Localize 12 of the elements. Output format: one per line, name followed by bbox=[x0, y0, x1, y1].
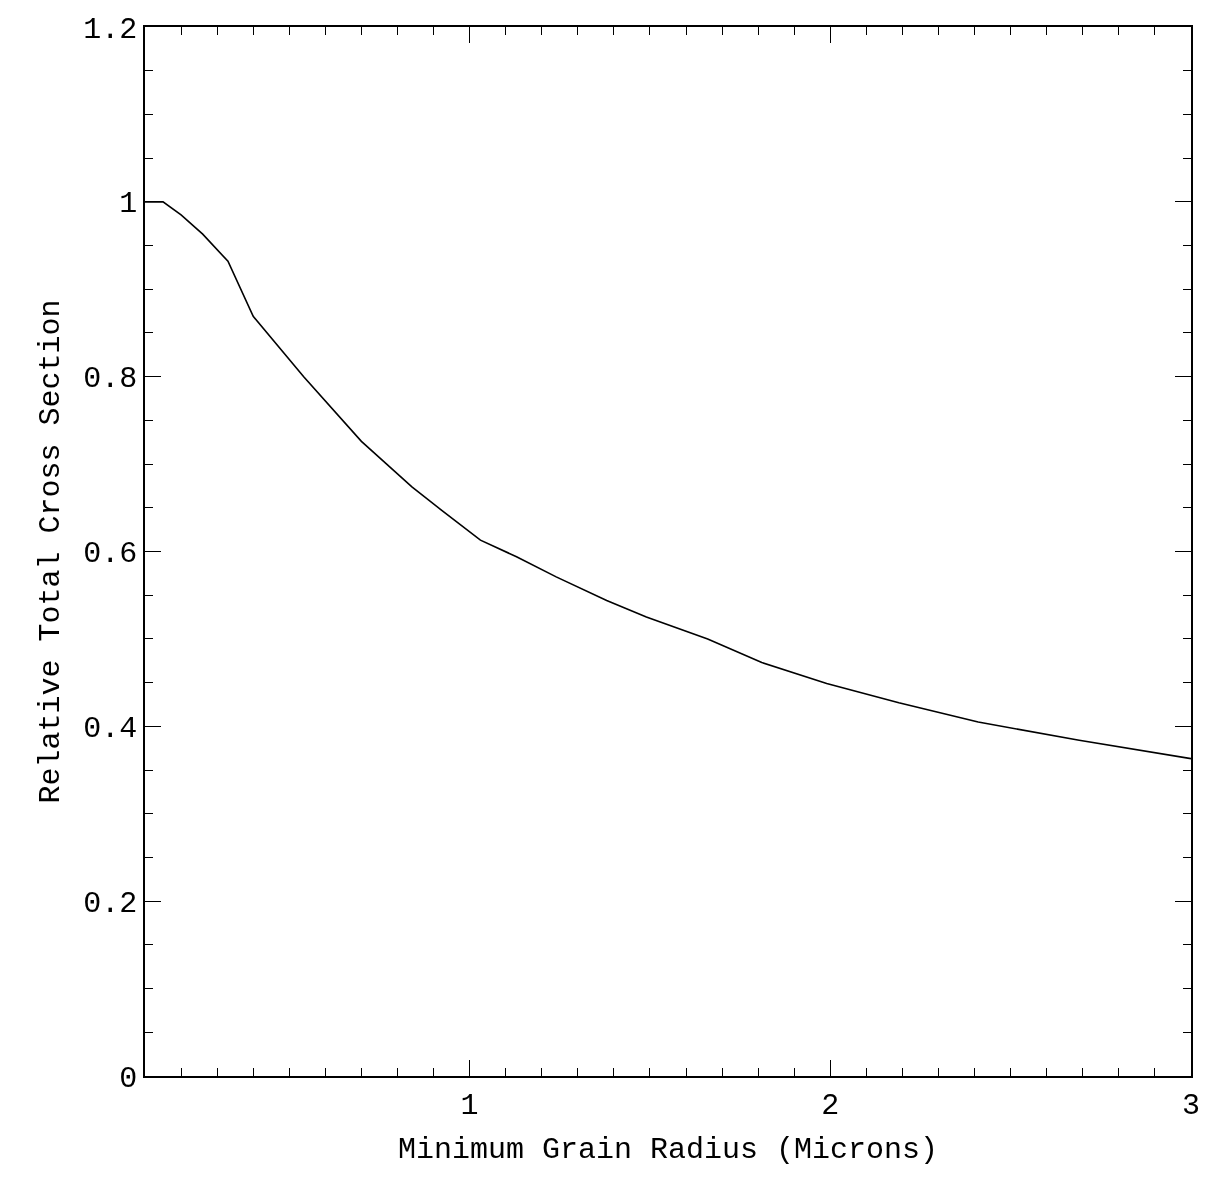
x-tick-label: 2 bbox=[821, 1088, 840, 1123]
x-tick-label: 1 bbox=[460, 1088, 479, 1123]
x-tick-label: 3 bbox=[1181, 1088, 1201, 1123]
x-axis-title: Minimum Grain Radius (Microns) bbox=[397, 1132, 939, 1167]
y-tick-label: 0.8 bbox=[83, 362, 138, 397]
y-tick-label: 0 bbox=[119, 1061, 138, 1096]
y-tick-label: 0.4 bbox=[83, 711, 138, 746]
y-axis-title: Relative Total Cross Section bbox=[33, 299, 68, 804]
y-tick-label: 1.2 bbox=[83, 12, 138, 47]
y-tick-label: 0.2 bbox=[83, 886, 138, 921]
y-tick-label: 0.6 bbox=[83, 537, 138, 571]
y-tick-label: 1 bbox=[119, 187, 138, 222]
